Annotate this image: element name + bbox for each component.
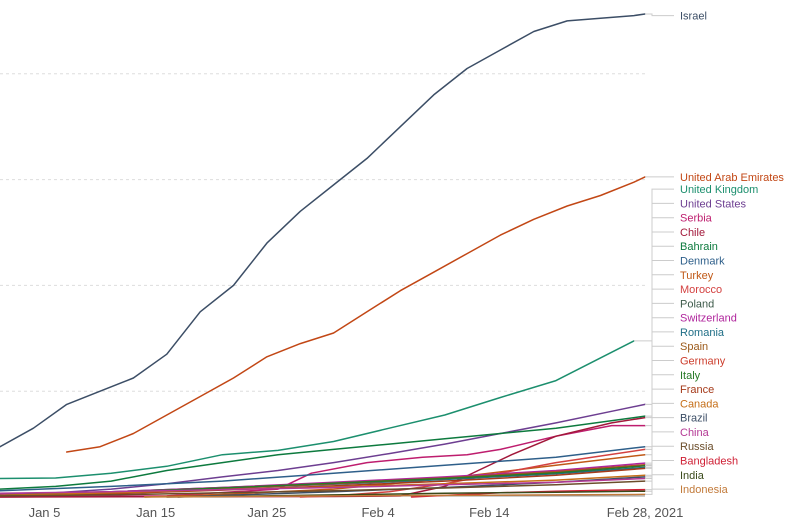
leader-indonesia — [645, 488, 674, 495]
legend-label-switzerland: Switzerland — [680, 313, 737, 325]
legend-label-indonesia: Indonesia — [680, 484, 729, 496]
leader-switzerland — [645, 317, 674, 464]
leader-russia — [645, 445, 674, 482]
series-line-bahrain — [0, 415, 646, 490]
legend-label-serbia: Serbia — [680, 213, 713, 225]
series-line-united-arab-emirates — [65, 176, 646, 453]
series-line-china — [0, 477, 646, 495]
legend-label-poland: Poland — [680, 298, 714, 310]
legend-label-denmark: Denmark — [680, 256, 725, 268]
legend-label-chile: Chile — [680, 227, 705, 239]
leader-bahrain — [645, 245, 674, 417]
legend-label-bangladesh: Bangladesh — [680, 455, 738, 467]
series-line-indonesia — [143, 493, 646, 498]
legend-label-russia: Russia — [680, 441, 715, 453]
legend-label-china: China — [680, 427, 710, 439]
series-line-israel — [0, 13, 646, 448]
x-tick-label: Feb 14 — [469, 505, 509, 520]
legend-label-germany: Germany — [680, 356, 726, 368]
series-line-denmark — [0, 445, 646, 492]
leader-italy — [645, 374, 674, 467]
legend-label-united-states: United States — [680, 198, 747, 210]
x-tick-label: Feb 4 — [361, 505, 394, 520]
series-line-united-states — [0, 403, 646, 496]
leader-chile — [645, 231, 674, 419]
series-lines — [0, 13, 646, 498]
legend-label-united-arab-emirates: United Arab Emirates — [680, 172, 784, 184]
legend-label-canada: Canada — [680, 398, 719, 410]
legend-label-italy: Italy — [680, 370, 701, 382]
x-tick-label: Jan 15 — [136, 505, 175, 520]
series-line-france — [0, 467, 646, 497]
x-tick-label: Jan 5 — [29, 505, 61, 520]
x-tick-label: Jan 25 — [247, 505, 286, 520]
leader-turkey — [645, 274, 674, 456]
legend-label-turkey: Turkey — [680, 270, 714, 282]
leader-france — [645, 388, 674, 469]
legend-label-brazil: Brazil — [680, 413, 708, 425]
legend-label-morocco: Morocco — [680, 284, 722, 296]
legend-label-bahrain: Bahrain — [680, 241, 718, 253]
series-line-united-kingdom — [0, 340, 635, 480]
legend-label-spain: Spain — [680, 341, 708, 353]
series-line-serbia — [0, 424, 646, 498]
x-axis: Jan 5 Jan 15 Jan 25 Feb 4 Feb 14 Feb 28, 2021 — [0, 495, 684, 520]
leader-serbia — [645, 217, 674, 427]
leader-denmark — [645, 260, 674, 448]
x-tick-label: Feb 28, 2021 — [607, 505, 684, 520]
leader-poland — [645, 302, 674, 466]
legend-leaders — [633, 13, 674, 495]
legend-label-india: India — [680, 470, 705, 482]
leader-india — [645, 474, 674, 492]
legend-label-united-kingdom: United Kingdom — [680, 184, 758, 196]
legend-label-romania: Romania — [680, 327, 725, 339]
legend-label-israel: Israel — [680, 11, 707, 23]
leader-israel — [645, 13, 674, 17]
gridlines — [0, 73, 645, 392]
legend-label-france: France — [680, 384, 714, 396]
series-line-russia — [0, 480, 646, 497]
